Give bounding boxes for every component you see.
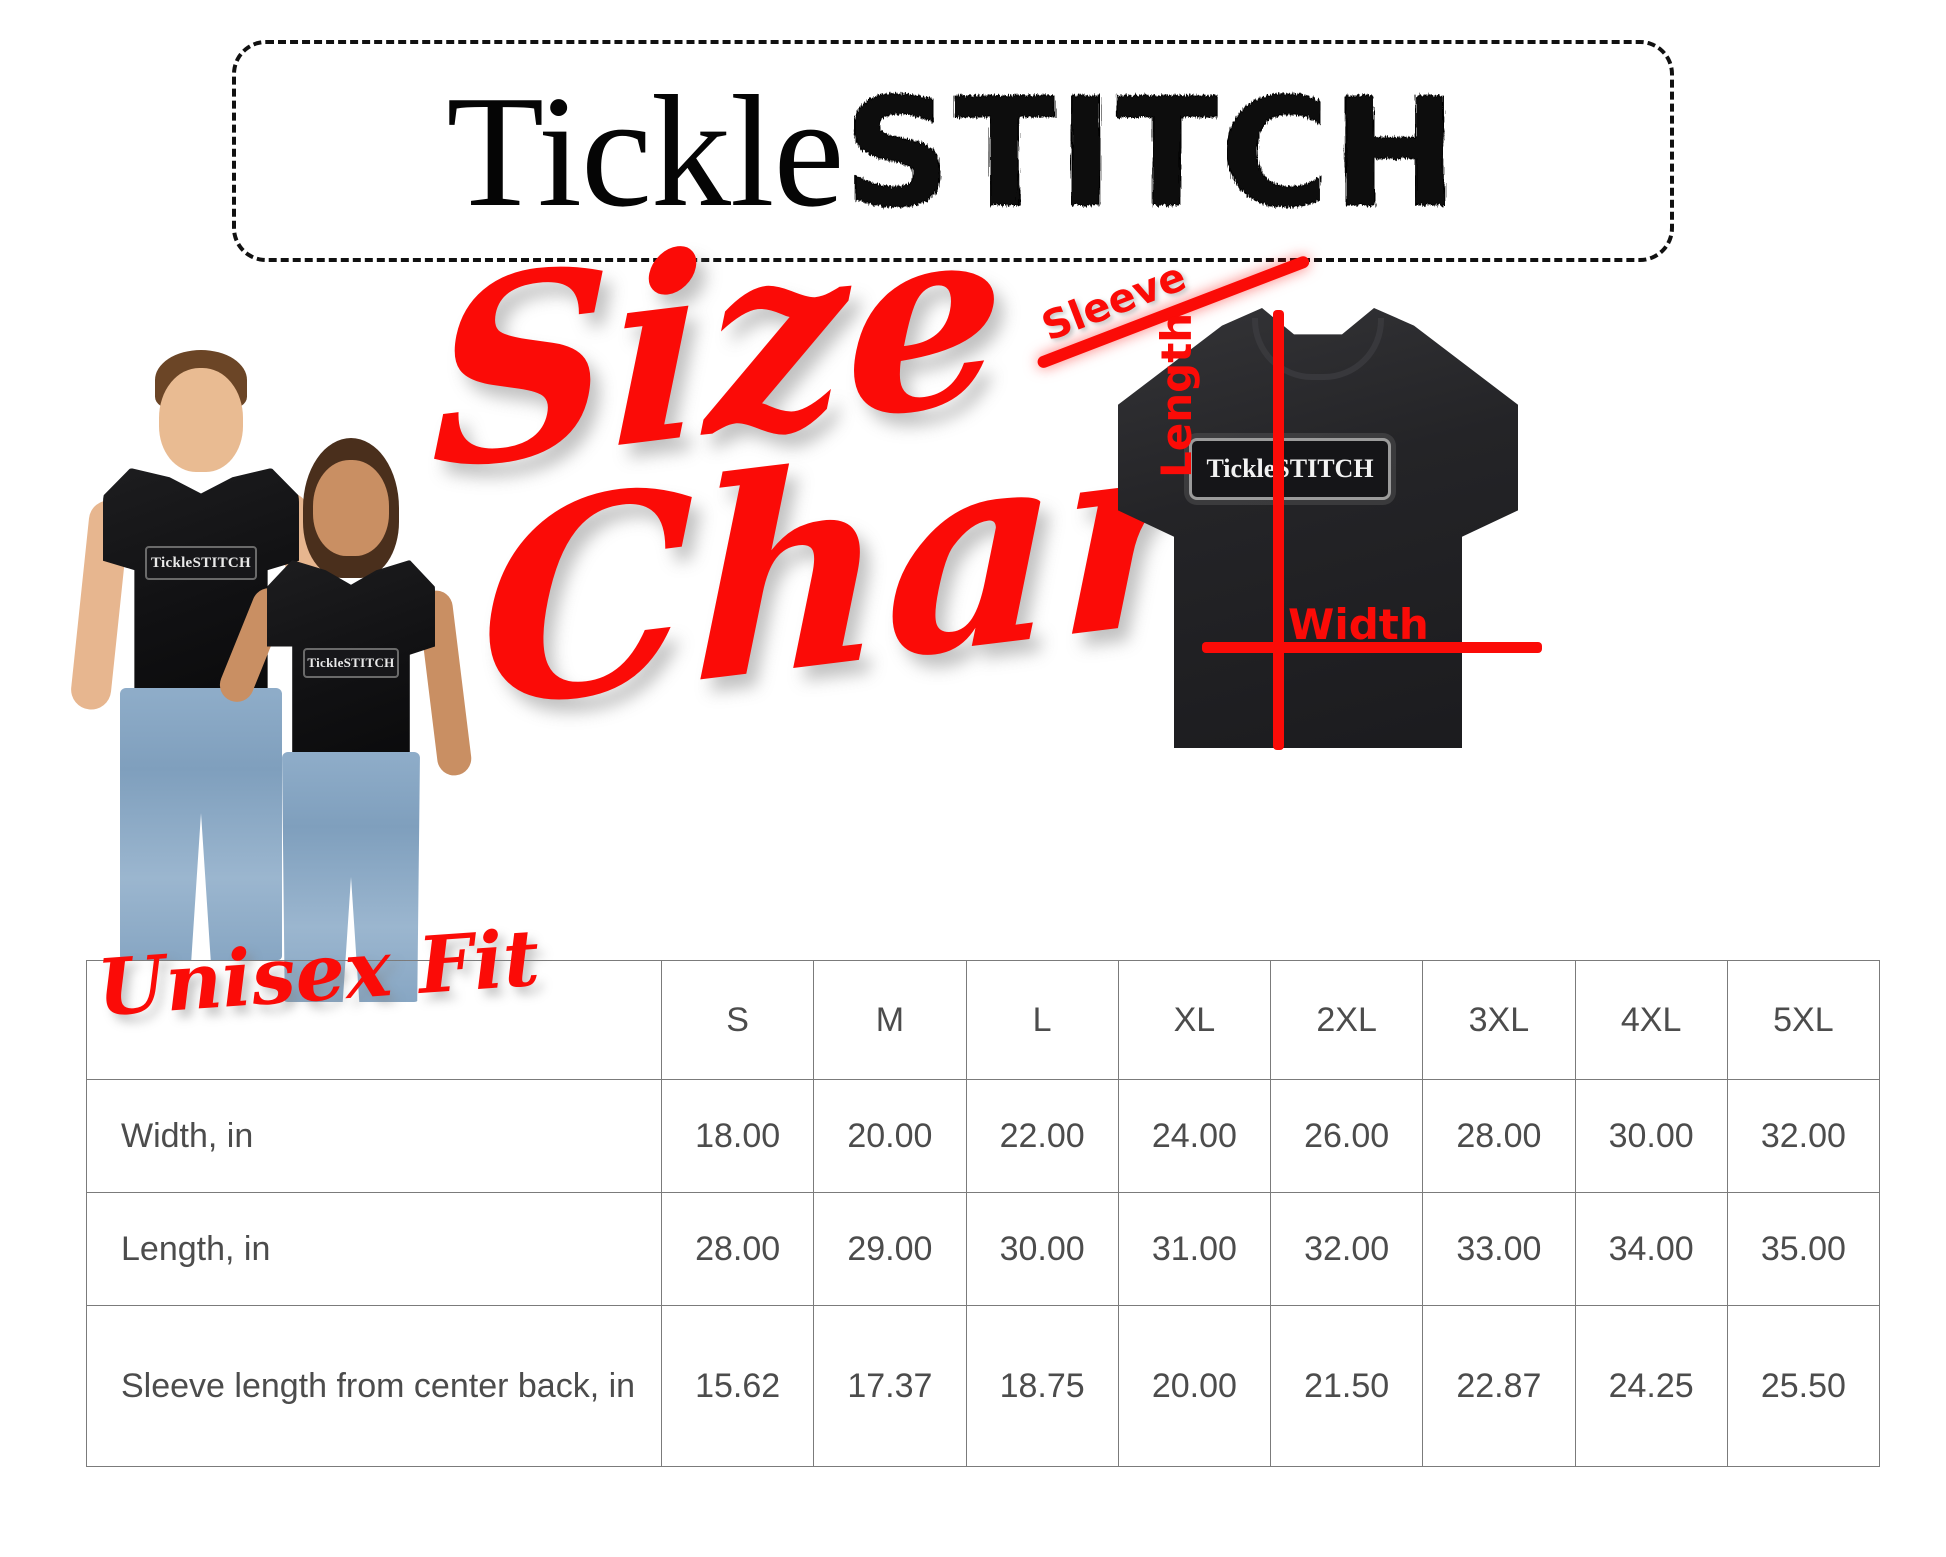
cell-length-m: 29.00	[813, 1192, 967, 1306]
row-label-sleeve: Sleeve length from center back, in	[86, 1305, 662, 1467]
table-header-row: Unisex Fit S M L XL 2XL 3XL 4XL 5XL	[86, 913, 1881, 1080]
size-table-wrapper: Unisex Fit S M L XL 2XL 3XL 4XL 5XL Widt…	[86, 913, 1881, 1467]
cell-sleeve-s: 15.62	[660, 1305, 815, 1467]
fit-label-cell: Unisex Fit	[86, 913, 662, 1080]
diagram-chest-logo-tag: TickleSTITCH	[1189, 438, 1391, 500]
chest-logo-tag: TickleSTITCH	[145, 546, 257, 580]
column-header-2xl: 2XL	[1269, 960, 1424, 1080]
cell-sleeve-3xl: 22.87	[1422, 1305, 1576, 1467]
length-label: Length	[1152, 312, 1201, 478]
cell-length-5xl: 35.00	[1726, 1192, 1881, 1306]
chest-logo-tag: TickleSTITCH	[303, 648, 399, 678]
cell-width-l: 22.00	[965, 1079, 1119, 1193]
brand-logo-stitch: STITCH	[843, 67, 1460, 241]
column-header-4xl: 4XL	[1574, 960, 1728, 1080]
face	[313, 460, 389, 556]
cell-width-3xl: 28.00	[1422, 1079, 1576, 1193]
column-header-3xl: 3XL	[1422, 960, 1576, 1080]
column-header-m: M	[813, 960, 967, 1080]
cell-length-s: 28.00	[660, 1192, 815, 1306]
length-measure-line	[1273, 310, 1284, 750]
model-female: TickleSTITCH	[214, 410, 474, 1002]
cell-length-xl: 31.00	[1117, 1192, 1272, 1306]
table-row-width: Width, in 18.00 20.00 22.00 24.00 26.00 …	[86, 1079, 1881, 1193]
cell-width-m: 20.00	[813, 1079, 967, 1193]
row-label-length: Length, in	[86, 1192, 662, 1306]
cell-sleeve-5xl: 25.50	[1726, 1305, 1881, 1467]
cell-length-3xl: 33.00	[1422, 1192, 1576, 1306]
column-header-xl: XL	[1117, 960, 1272, 1080]
table-row-length: Length, in 28.00 29.00 30.00 31.00 32.00…	[86, 1192, 1881, 1306]
column-header-s: S	[660, 960, 815, 1080]
tshirt-illustration	[1118, 308, 1518, 748]
models-photo: TickleSTITCH TickleSTITCH	[69, 330, 508, 1002]
brand-logo-tickle: Tickle	[446, 62, 844, 240]
cell-sleeve-l: 18.75	[965, 1305, 1119, 1467]
face	[159, 368, 243, 472]
model-male: TickleSTITCH	[69, 350, 349, 960]
cell-width-s: 18.00	[660, 1079, 815, 1193]
cell-sleeve-xl: 20.00	[1117, 1305, 1272, 1467]
cell-width-5xl: 32.00	[1726, 1079, 1881, 1193]
cell-sleeve-2xl: 21.50	[1269, 1305, 1424, 1467]
collar	[1252, 318, 1384, 380]
cell-sleeve-4xl: 24.25	[1574, 1305, 1728, 1467]
width-label: Width	[1288, 600, 1429, 649]
cell-sleeve-m: 17.37	[813, 1305, 967, 1467]
size-table: Unisex Fit S M L XL 2XL 3XL 4XL 5XL Widt…	[86, 913, 1881, 1467]
cell-length-4xl: 34.00	[1574, 1192, 1728, 1306]
cell-length-2xl: 32.00	[1269, 1192, 1424, 1306]
size-table-head: Unisex Fit S M L XL 2XL 3XL 4XL 5XL	[86, 913, 1881, 1080]
cell-length-l: 30.00	[965, 1192, 1119, 1306]
tshirt	[103, 468, 299, 700]
cell-width-4xl: 30.00	[1574, 1079, 1728, 1193]
cell-width-2xl: 26.00	[1269, 1079, 1424, 1193]
column-header-5xl: 5XL	[1726, 960, 1881, 1080]
cell-width-xl: 24.00	[1117, 1079, 1272, 1193]
brand-logo: Tickle STITCH	[446, 71, 1459, 231]
brand-logo-plate: Tickle STITCH	[232, 40, 1674, 262]
table-row-sleeve: Sleeve length from center back, in 15.62…	[86, 1305, 1881, 1467]
row-label-width: Width, in	[86, 1079, 662, 1193]
size-table-body: Width, in 18.00 20.00 22.00 24.00 26.00 …	[86, 1079, 1881, 1467]
measurement-diagram: TickleSTITCH Sleeve Length Width	[1030, 254, 1550, 758]
width-measure-line	[1202, 642, 1542, 653]
column-header-l: L	[965, 960, 1119, 1080]
